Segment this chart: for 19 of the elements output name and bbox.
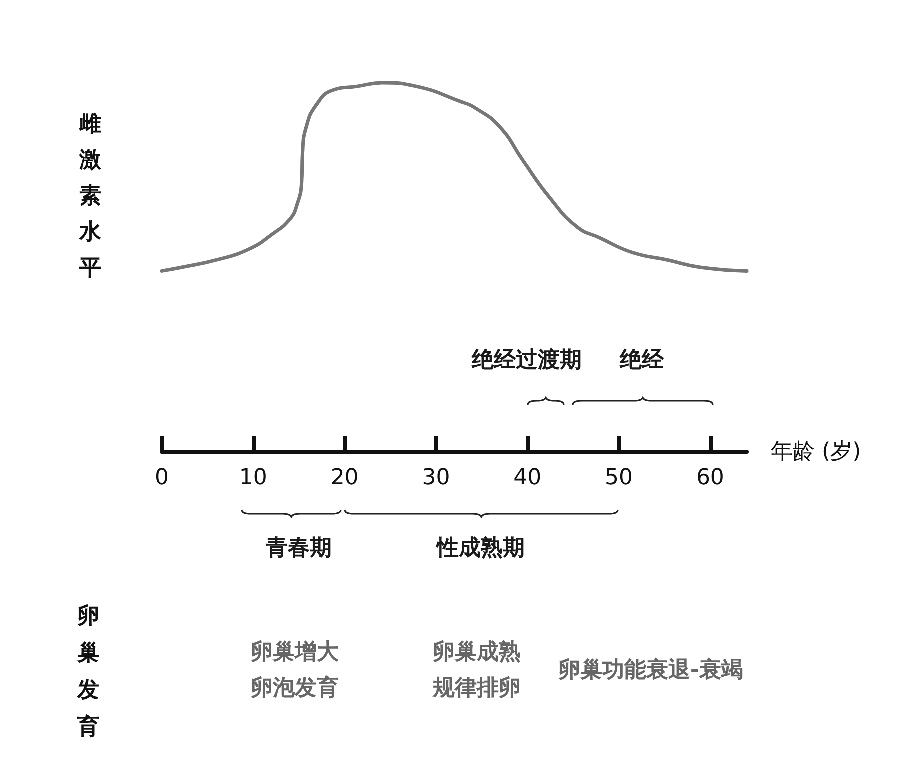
x-tick-label: 30 <box>422 466 450 490</box>
text: 卵巢功能衰退-衰竭 <box>558 658 744 684</box>
text: 卵泡发育 <box>251 676 339 702</box>
annotation: 绝经 <box>620 348 664 374</box>
x-tick-label: 50 <box>605 466 634 490</box>
text: 性成熟期 <box>437 536 525 562</box>
text: 卵巢成熟 <box>433 640 521 666</box>
x-axis-title: 年龄 (岁) <box>771 440 862 464</box>
x-tick-label: 0 <box>155 466 169 490</box>
text: 青春期 <box>266 536 332 562</box>
text: 规律排卵 <box>433 676 521 702</box>
x-tick-label: 10 <box>239 466 268 490</box>
x-tick-label: 60 <box>696 466 724 490</box>
y-axis-title: 雌激素水平 <box>79 111 102 283</box>
text: 卵巢发育 <box>77 603 100 742</box>
text: 卵巢增大 <box>251 640 339 666</box>
x-tick-label: 40 <box>514 466 542 490</box>
annotation: 绝经过渡期 <box>472 348 582 374</box>
x-tick-label: 20 <box>330 466 359 490</box>
